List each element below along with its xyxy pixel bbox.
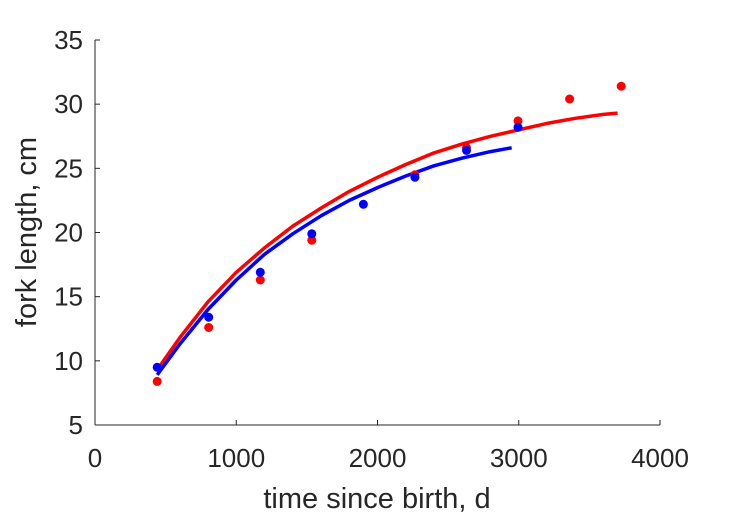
plot-area: [152, 81, 626, 386]
blue-data-point: [152, 362, 162, 372]
red-data-point: [255, 275, 265, 285]
y-tick-label: 15: [54, 282, 83, 312]
blue-data-point: [204, 312, 214, 322]
blue-data-point: [513, 122, 523, 132]
blue-data-point: [410, 172, 420, 182]
red-data-point: [616, 81, 626, 91]
x-axis-label: time since birth, d: [263, 483, 490, 515]
y-tick-label: 25: [54, 153, 83, 183]
y-axis-ticks: 5 10 15 20 25 30 35: [54, 25, 100, 440]
y-tick-label: 5: [69, 410, 83, 440]
red-data-point: [513, 116, 523, 126]
y-tick-label: 30: [54, 89, 83, 119]
y-tick-label: 35: [54, 25, 83, 55]
y-axis-label: fork length, cm: [11, 137, 43, 327]
blue-data-point: [358, 199, 368, 209]
x-tick-label: 3000: [490, 443, 548, 473]
red-data-point: [204, 323, 214, 332]
x-tick-label: 2000: [349, 443, 407, 473]
x-tick-label: 0: [88, 443, 102, 473]
red-fit-curve: [155, 111, 618, 371]
x-tick-label: 4000: [631, 443, 689, 473]
red-data-point: [565, 94, 575, 104]
chart-axes: [94, 40, 660, 426]
red-data-point: [307, 235, 317, 245]
y-tick-label: 10: [54, 346, 83, 376]
x-tick-label: 1000: [207, 443, 265, 473]
blue-data-point: [462, 145, 471, 155]
blue-fit-curve: [155, 146, 513, 376]
blue-data-point: [307, 229, 317, 239]
x-axis-ticks: 0 1000 2000 3000 4000: [88, 420, 689, 473]
blue-data-point: [255, 267, 265, 277]
y-tick-label: 20: [54, 218, 83, 248]
red-data-point: [152, 376, 162, 386]
